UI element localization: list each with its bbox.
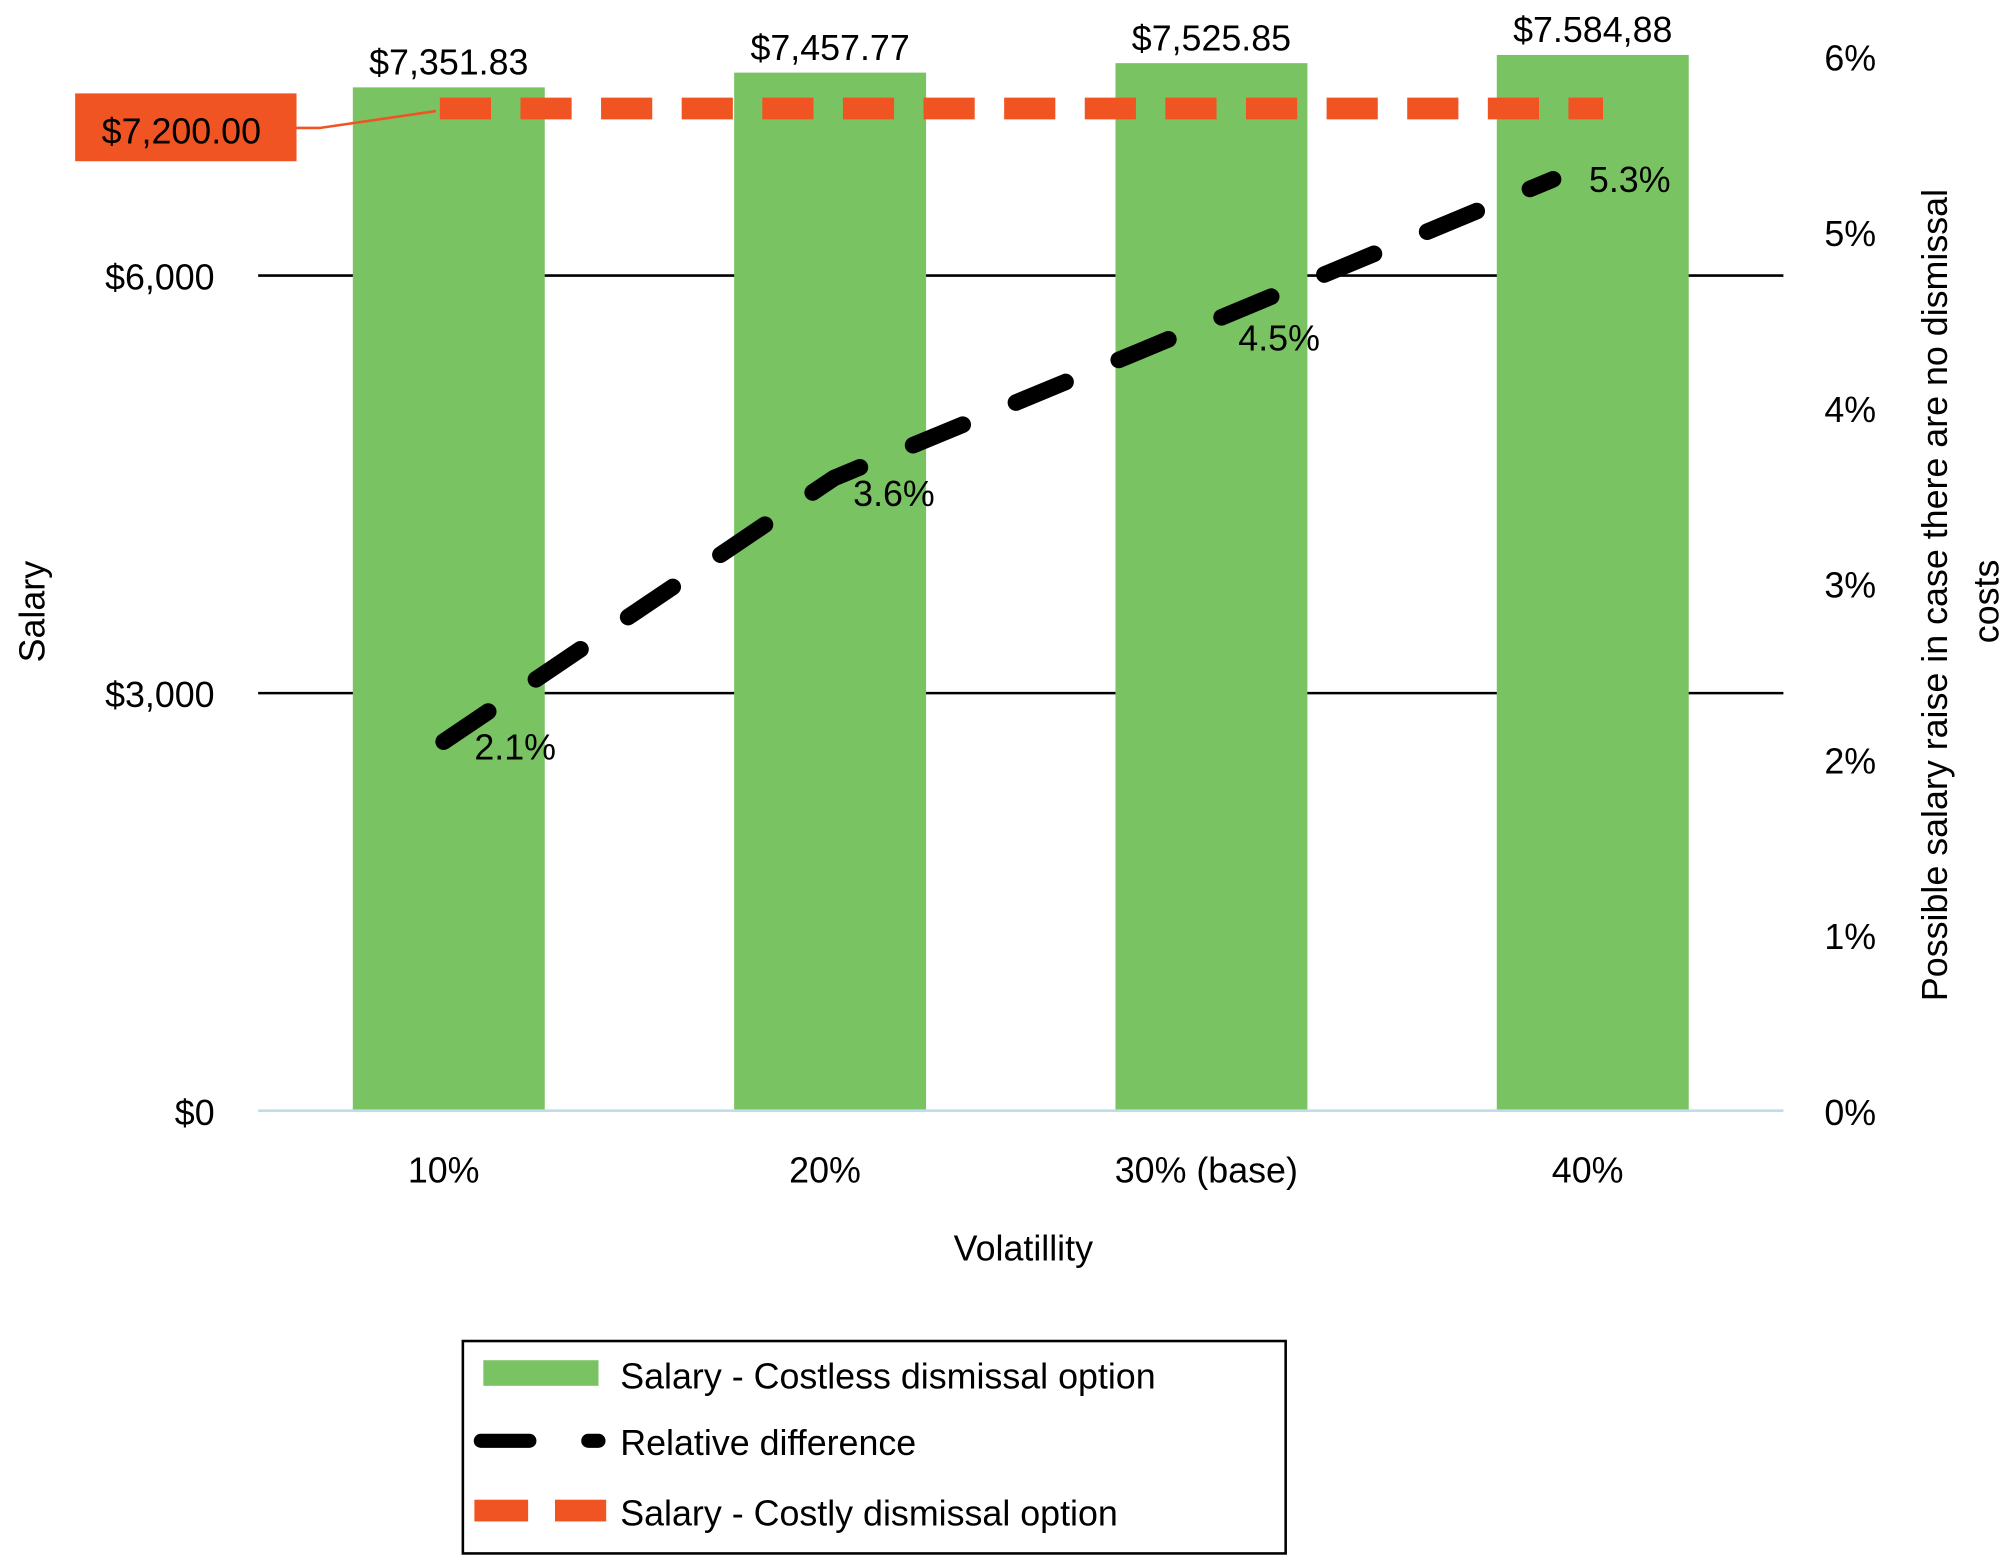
y-tick-label: $6,000	[105, 258, 215, 298]
y-axis-ticks: $0 $3,000 $6,000	[105, 258, 215, 1133]
bars	[352, 54, 1689, 1111]
relative-difference-series	[435, 170, 1562, 750]
legend-swatch-orange-dash	[474, 1499, 529, 1522]
y2-tick-label: 0%	[1824, 1093, 1876, 1133]
x-tick-label: 40%	[1552, 1150, 1624, 1190]
y-tick-label: $0	[175, 1093, 215, 1133]
bar-value-label: $7,457.77	[750, 28, 909, 68]
x-axis-title: Volatillity	[954, 1228, 1093, 1268]
legend-label-costly: Salary - Costly dismissal option	[620, 1493, 1118, 1533]
line-value-label: 2.1%	[474, 728, 556, 768]
y2-tick-label: 1%	[1824, 917, 1876, 957]
line-value-label: 5.3%	[1589, 160, 1671, 200]
line-value-label: 4.5%	[1238, 319, 1320, 359]
y2-axis-title-line1: Possible salary raise in case there are …	[1915, 189, 1955, 1001]
x-tick-label: 10%	[408, 1150, 480, 1190]
bar	[1496, 54, 1689, 1111]
y-tick-label: $3,000	[105, 675, 215, 715]
x-tick-label: 20%	[789, 1150, 861, 1190]
bar	[1115, 63, 1308, 1111]
data-labels: $7,351.83 $7,457.77 $7,525.85 $7.584,88 2.1%…	[369, 10, 1672, 767]
legend-swatch-orange-dash	[554, 1499, 607, 1522]
y2-tick-label: 5%	[1824, 214, 1876, 254]
costly-dismissal-series: $7,200.00	[75, 93, 1603, 162]
legend-label-costless: Salary - Costless dismissal option	[620, 1356, 1155, 1396]
y-axis-title: Salary	[12, 561, 52, 663]
costly-value-label: $7,200.00	[102, 111, 261, 151]
legend: Salary - Costless dismissal option Relat…	[461, 1339, 1287, 1555]
bar	[734, 72, 927, 1111]
bar-value-label: $7,351.83	[369, 43, 528, 83]
y2-axis-ticks: 0% 1% 2% 3% 4% 5% 6%	[1824, 38, 1876, 1132]
line-value-label: 3.6%	[853, 474, 935, 514]
callout-leader	[296, 109, 437, 130]
y2-axis-title-line2: costs	[1966, 560, 2006, 644]
relative-difference-line	[435, 170, 1562, 750]
x-tick-label: 30% (base)	[1115, 1150, 1298, 1190]
x-axis-ticks: 10% 20% 30% (base) 40%	[408, 1150, 1624, 1190]
y2-tick-label: 2%	[1824, 741, 1876, 781]
bar	[352, 87, 545, 1111]
y2-tick-label: 4%	[1824, 390, 1876, 430]
costly-value-callout	[75, 93, 297, 162]
legend-label-relative: Relative difference	[620, 1423, 916, 1463]
legend-swatch-bar	[483, 1360, 599, 1386]
y2-tick-label: 3%	[1824, 566, 1876, 606]
bar-value-label: $7.584,88	[1513, 10, 1672, 50]
bar-value-label: $7,525.85	[1132, 18, 1291, 58]
y2-tick-label: 6%	[1824, 38, 1876, 78]
